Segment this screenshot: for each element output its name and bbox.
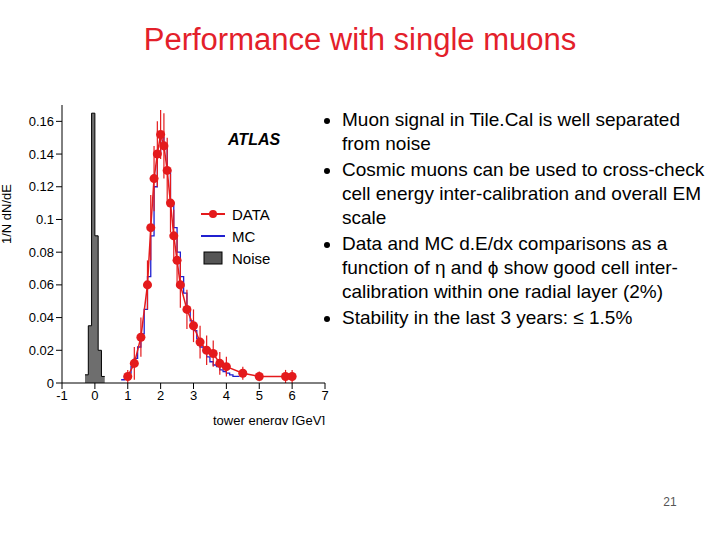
html-text:Stability in the last 3 years:: Stability in the last 3 years: ≤ 1.5% [342,307,633,328]
svg-text:1: 1 [124,388,131,403]
html-text:21: 21 [663,495,677,509]
svg-text:0: 0 [91,388,98,403]
svg-text:-1: -1 [56,388,68,403]
html-text:Noise: Noise [232,249,271,267]
html-text:Performance with single muons: Performance with single muons [143,22,577,57]
svg-text:0: 0 [47,376,54,391]
svg-text:3: 3 [190,388,197,403]
html-text:Cosmic muons can be used to cr: Cosmic muons can be used to cross-check … [342,159,705,228]
svg-text:4: 4 [223,388,230,403]
svg-text:0.14: 0.14 [29,147,54,162]
svg-text:7: 7 [321,388,328,403]
svg-text:5: 5 [256,388,263,403]
svg-text:2: 2 [157,388,164,403]
svg-text:6: 6 [289,388,296,403]
html-text:MC: MC [232,227,256,245]
html-text:Muon signal in Tile.Cal is wel: Muon signal in Tile.Cal is well separate… [342,109,680,154]
html-text:Data and MC d.E/dx comparisons: Data and MC d.E/dx comparisons as a func… [342,233,678,302]
svg-text:0.08: 0.08 [29,245,54,260]
svg-text:1/N dN/dE: 1/N dN/dE [8,184,14,244]
html-text:DATA: DATA [232,205,270,223]
html-text:ATLAS: ATLAS [228,131,281,148]
svg-text:0.06: 0.06 [29,277,54,292]
svg-text:0.04: 0.04 [29,310,54,325]
svg-text:tower energy [GeV]: tower energy [GeV] [213,413,325,425]
svg-text:0.02: 0.02 [29,343,54,358]
svg-text:0.12: 0.12 [29,179,54,194]
svg-text:0.1: 0.1 [36,212,54,227]
svg-text:0.16: 0.16 [29,114,54,129]
